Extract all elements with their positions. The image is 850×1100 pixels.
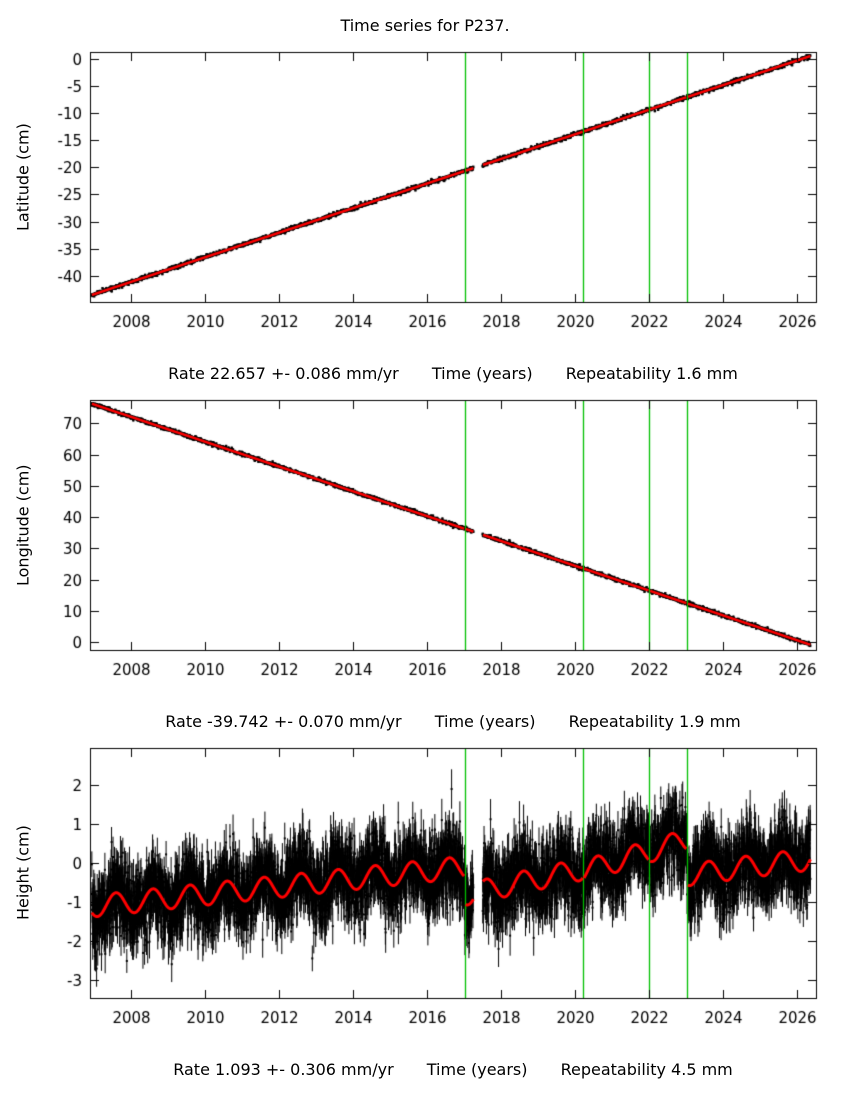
time-axis-label: Time (years) bbox=[426, 1060, 528, 1079]
latitude-caption: Rate 22.657 +- 0.086 mm/yr Time (years) … bbox=[28, 356, 850, 392]
time-axis-label: Time (years) bbox=[434, 712, 536, 731]
height-axis-label: Height (cm) bbox=[13, 825, 33, 921]
latitude-repeatability-text: Repeatability 1.6 mm bbox=[565, 364, 738, 383]
longitude-plot-canvas bbox=[0, 392, 850, 702]
panel-latitude: Latitude (cm) Rate 22.657 +- 0.086 mm/yr… bbox=[0, 44, 850, 392]
time-axis-label: Time (years) bbox=[431, 364, 533, 383]
height-rate-text: Rate 1.093 +- 0.306 mm/yr bbox=[173, 1060, 394, 1079]
latitude-rate-text: Rate 22.657 +- 0.086 mm/yr bbox=[168, 364, 399, 383]
longitude-caption: Rate -39.742 +- 0.070 mm/yr Time (years)… bbox=[28, 704, 850, 740]
longitude-repeatability-text: Repeatability 1.9 mm bbox=[568, 712, 741, 731]
longitude-axis-label: Longitude (cm) bbox=[13, 464, 33, 586]
latitude-axis-label: Latitude (cm) bbox=[13, 123, 33, 231]
height-plot-canvas bbox=[0, 740, 850, 1050]
latitude-plot-canvas bbox=[0, 44, 850, 354]
height-repeatability-text: Repeatability 4.5 mm bbox=[560, 1060, 733, 1079]
panel-longitude: Longitude (cm) Rate -39.742 +- 0.070 mm/… bbox=[0, 392, 850, 740]
height-caption: Rate 1.093 +- 0.306 mm/yr Time (years) R… bbox=[28, 1052, 850, 1088]
page-title: Time series for P237. bbox=[340, 16, 510, 35]
panel-height: Height (cm) Rate 1.093 +- 0.306 mm/yr Ti… bbox=[0, 740, 850, 1088]
longitude-rate-text: Rate -39.742 +- 0.070 mm/yr bbox=[165, 712, 402, 731]
